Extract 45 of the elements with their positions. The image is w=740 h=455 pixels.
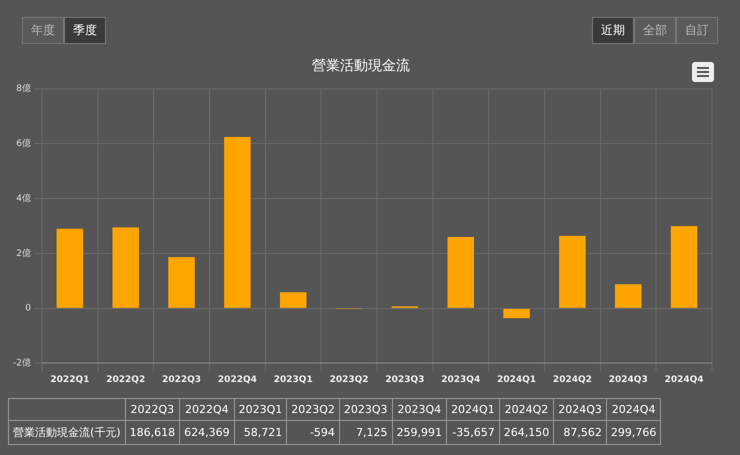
x-tick-label: 2023Q3 [385,374,424,385]
category-label: 2024Q4 [612,403,656,416]
x-tick-label: 2022Q2 [106,374,146,385]
x-tick-label: 2023Q2 [330,374,369,385]
y-tick-label: 2億 [16,248,31,259]
text: -594 [310,426,335,439]
text: 全部 [634,17,676,44]
category-label: 2024Q3 [558,403,602,416]
category-label: 2023Q2 [291,403,335,416]
y-tick-label: 8億 [16,83,31,94]
x-tick-label: 2022Q1 [50,374,90,385]
text: 299,766 [610,426,656,439]
x-tick-label: 2022Q3 [162,374,202,385]
x-tick-label: 2022Q4 [218,374,257,385]
x-tick-label: 2023Q1 [274,374,313,385]
category-label: 2024Q1 [451,403,495,416]
y-tick-label: 4億 [16,192,31,204]
category-label: 2023Q4 [397,403,442,416]
text: 186,618 [130,426,176,439]
category-label: 2022Q3 [130,403,174,416]
text: 87,562 [563,426,602,439]
y-tick-label: -2億 [12,358,31,369]
text: 7,125 [356,426,388,439]
x-tick-label: 2024Q1 [497,374,536,385]
x-tick-label: 2024Q3 [608,374,648,385]
text: 近期 [592,17,634,44]
y-tick-label: 6億 [16,138,31,150]
text: 264,150 [504,426,550,439]
x-tick-label: 2023Q4 [441,374,480,385]
category-label: 2022Q4 [185,403,229,416]
category-label: 2023Q1 [238,403,282,416]
text: 624,369 [184,426,230,439]
text: 259,991 [396,426,442,439]
text: 季度 [64,17,106,44]
text: 營業活動現金流(千元) [8,420,126,444]
text: 58,721 [244,426,282,439]
x-tick-label: 2024Q4 [664,374,704,385]
category-label: 2023Q3 [344,403,388,416]
x-tick-label: 2024Q2 [552,374,592,385]
chart-title: 營業活動現金流 [312,58,410,74]
text: -35,657 [452,426,495,439]
category-label: 2024Q2 [504,403,548,416]
y-tick-label: 0 [25,304,32,314]
text: 年度 [22,17,64,44]
text: 自訂 [676,17,718,44]
